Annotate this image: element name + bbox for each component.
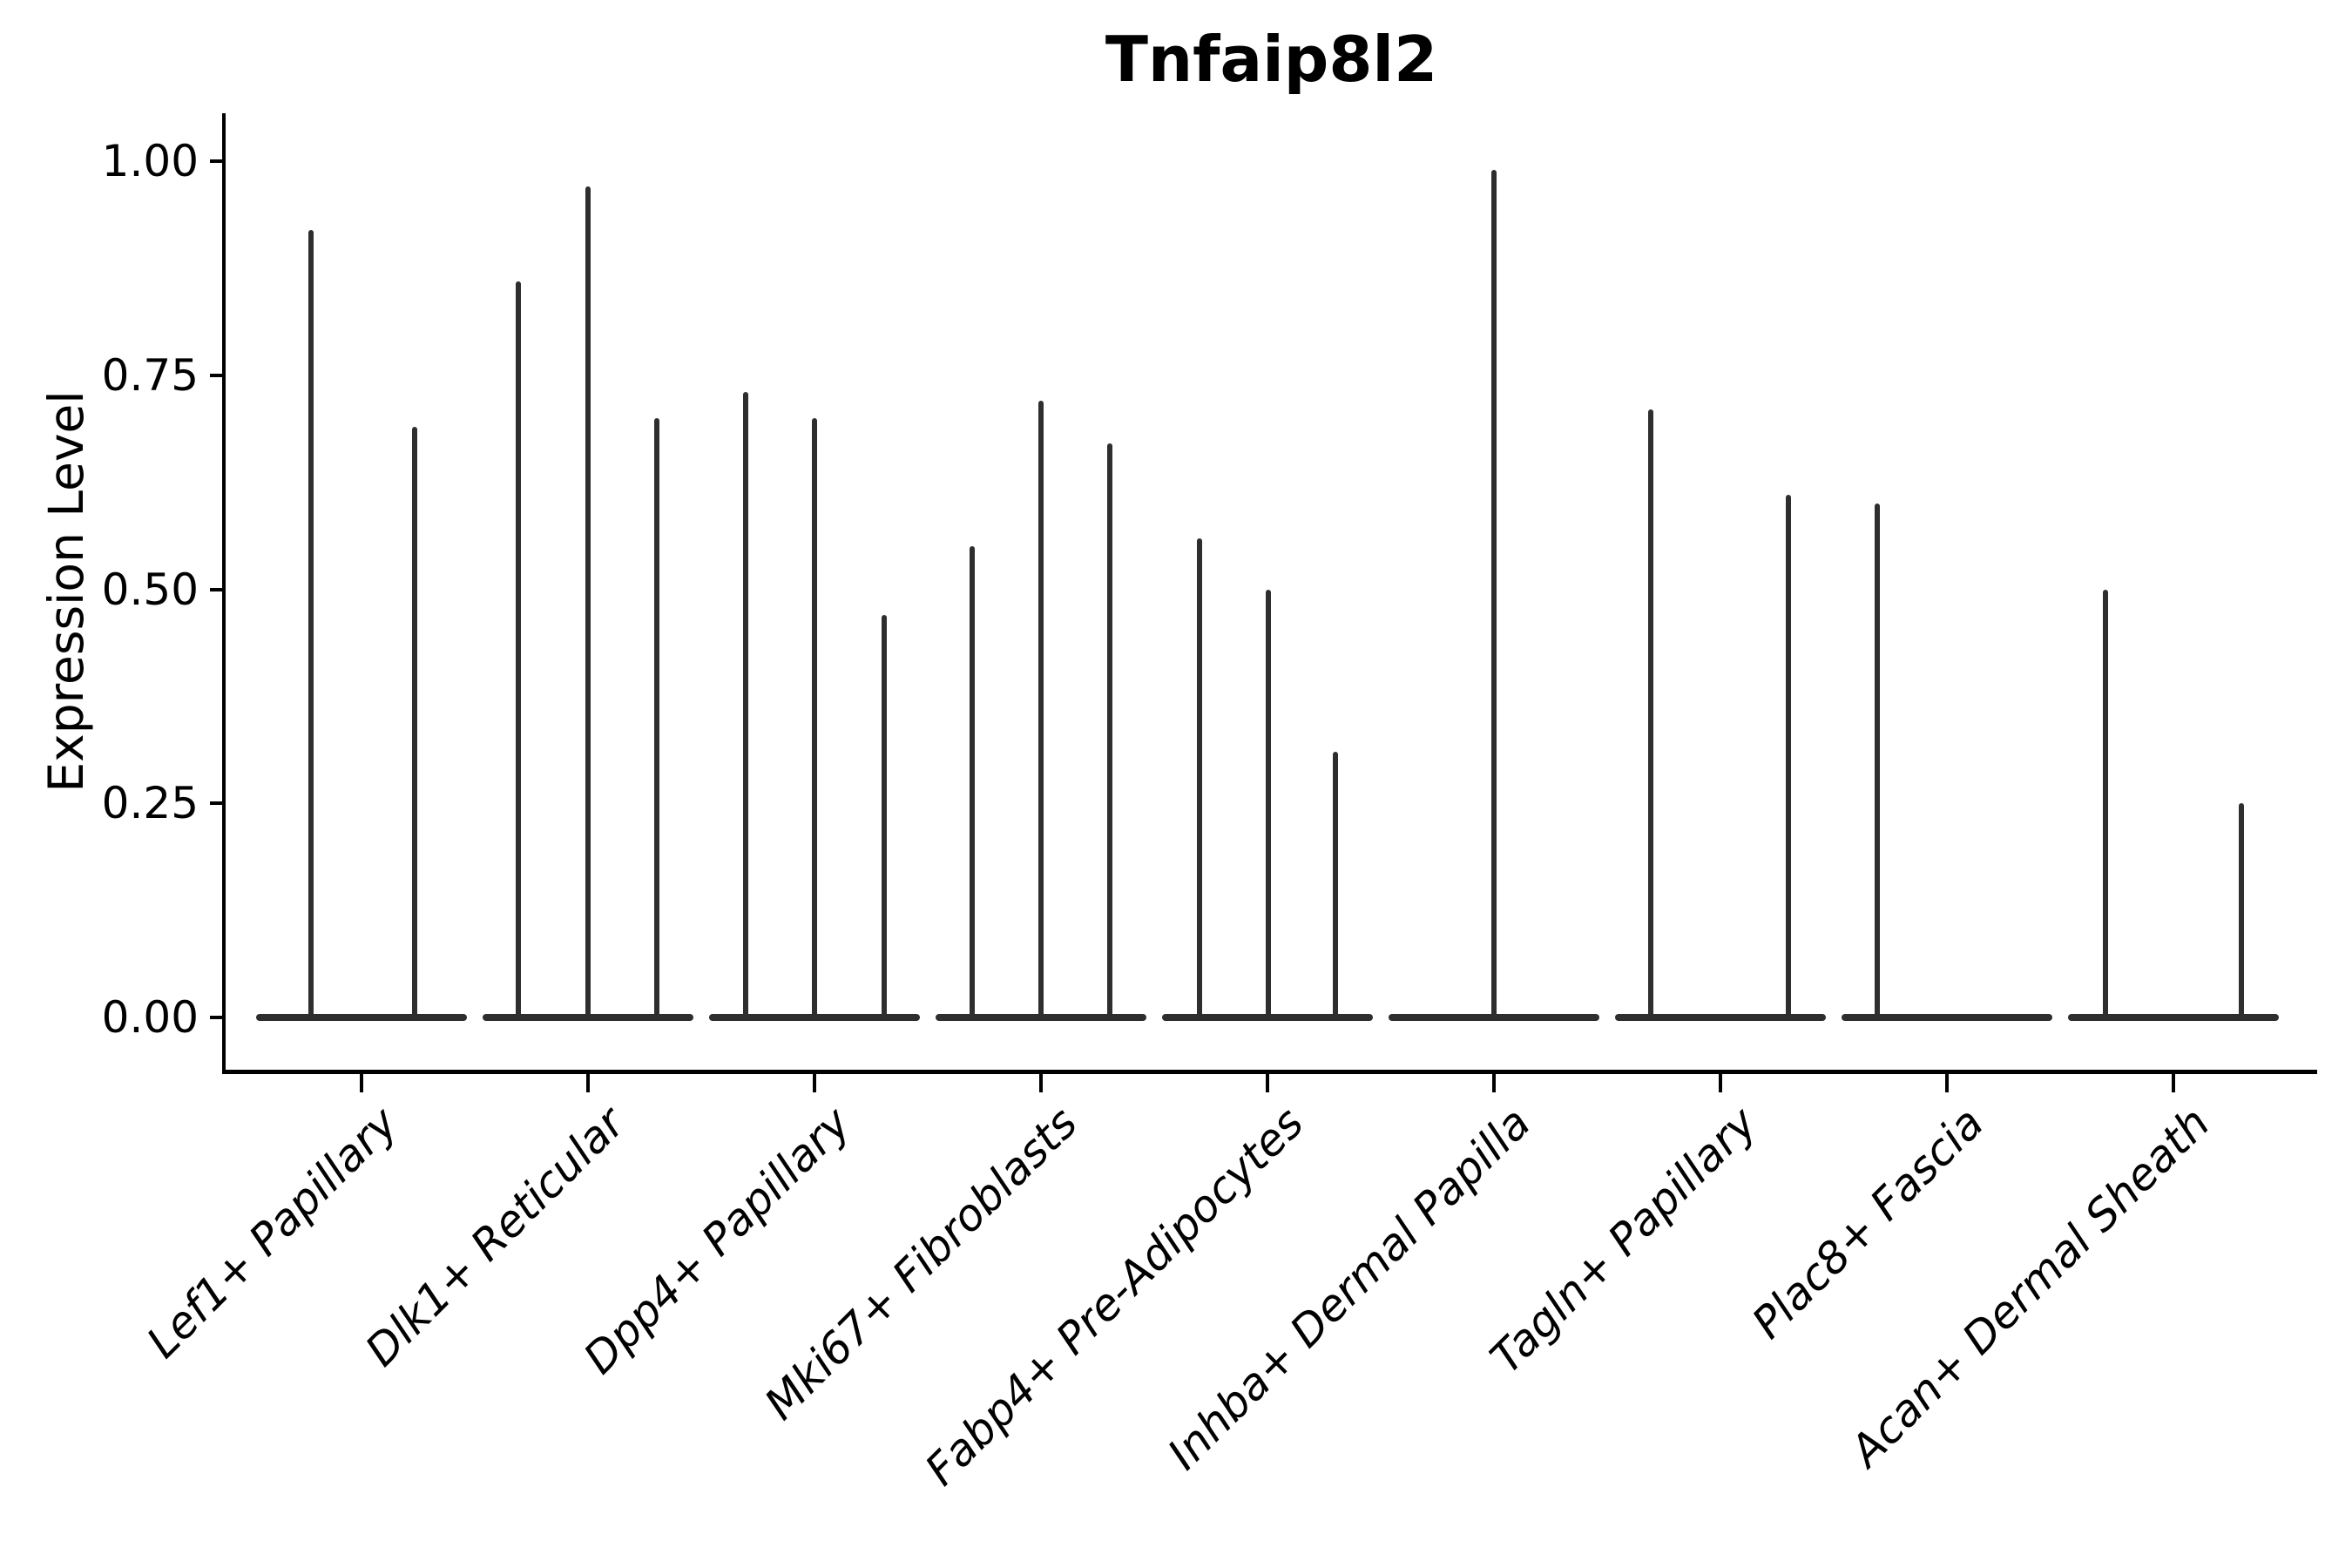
y-tick-label: 0.25: [101, 778, 199, 829]
violin-spike: [1038, 401, 1044, 1019]
violin-spike: [1197, 537, 1202, 1019]
x-tick: [1266, 1071, 1269, 1092]
violin-spike: [1875, 504, 1880, 1019]
violin-spike: [1333, 752, 1338, 1019]
x-tick: [586, 1071, 590, 1092]
x-tick-label: Lef1+ Papillary: [137, 1097, 408, 1369]
y-tick-label: 0.50: [101, 564, 199, 615]
violin-spike: [2239, 803, 2244, 1019]
x-tick: [1945, 1071, 1949, 1092]
violin-spike: [412, 426, 417, 1019]
violin-baseline: [2068, 1014, 2279, 1021]
violin-spike: [585, 186, 591, 1019]
y-tick-label: 1.00: [101, 136, 199, 186]
violin-spike: [2103, 589, 2108, 1019]
y-tick-label: 0.75: [101, 349, 199, 401]
violin-spike: [882, 614, 887, 1019]
x-tick: [813, 1071, 816, 1092]
violin-spike: [1107, 443, 1112, 1019]
violin-spike: [516, 280, 521, 1019]
x-tick: [360, 1071, 363, 1092]
violin-spike: [1491, 169, 1497, 1019]
x-axis-line: [222, 1070, 2317, 1074]
y-tick: [210, 1016, 226, 1019]
y-tick: [210, 801, 226, 806]
violin-spike: [970, 546, 975, 1019]
violin-spike: [1786, 495, 1791, 1019]
x-tick-label: Plac8+ Fascia: [1741, 1097, 1993, 1348]
y-axis-line: [222, 113, 226, 1070]
violin-spike: [743, 392, 748, 1019]
x-tick-label: Inhba+ Dermal Papilla: [1158, 1097, 1540, 1480]
violin-spike: [308, 229, 314, 1019]
plot-title: Tnfaip8l2: [1105, 23, 1438, 96]
y-tick: [210, 373, 226, 377]
violin-spike: [1266, 589, 1271, 1019]
violin-spike: [654, 417, 659, 1019]
x-tick-label: Fabp4+ Pre-Adipocytes: [916, 1097, 1314, 1496]
x-tick: [1492, 1071, 1496, 1092]
y-tick: [210, 587, 226, 591]
y-tick-label: 0.00: [101, 992, 199, 1043]
violin-spike: [1648, 409, 1653, 1019]
x-tick: [1039, 1071, 1043, 1092]
violin-baseline: [1615, 1014, 1826, 1021]
x-tick: [2172, 1071, 2175, 1092]
y-tick: [210, 159, 226, 163]
violin-spike: [812, 417, 817, 1019]
violin-baseline: [256, 1014, 467, 1021]
violin-baseline: [1842, 1014, 2052, 1021]
x-tick: [1719, 1071, 1722, 1092]
